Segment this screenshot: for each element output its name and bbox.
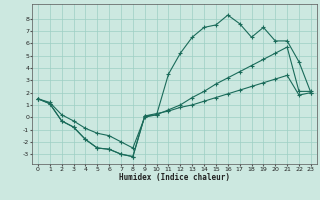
X-axis label: Humidex (Indice chaleur): Humidex (Indice chaleur) — [119, 173, 230, 182]
